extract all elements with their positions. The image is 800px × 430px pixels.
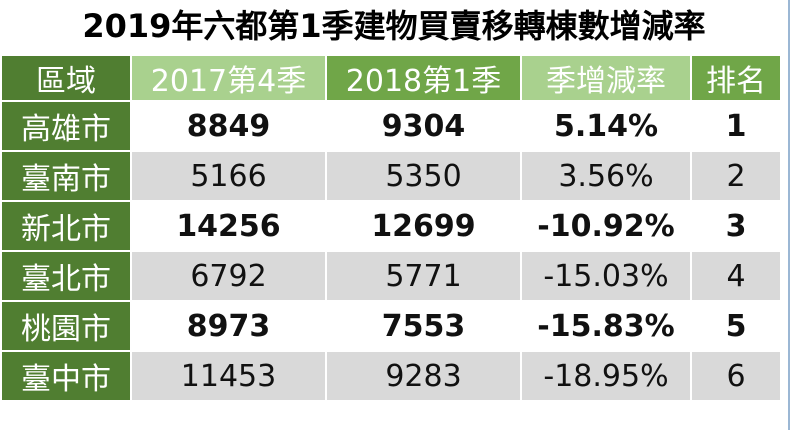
table-cell: 5771: [325, 250, 522, 302]
column-header: 2018第1季: [325, 54, 522, 102]
table-cell: 7553: [325, 300, 522, 352]
table-cell: 桃園市: [0, 300, 132, 352]
table-cell: 12699: [325, 200, 522, 252]
table-cell: -15.83%: [520, 300, 692, 352]
table-row: 高雄市 8849 9304 5.14% 1: [0, 100, 782, 152]
table-cell: 14256: [130, 200, 327, 252]
table-cell: 8973: [130, 300, 327, 352]
table-cell: 臺北市: [0, 250, 132, 302]
table-cell: 2: [690, 150, 782, 202]
title: 2019年六都第1季建物買賣移轉棟數增減率: [82, 7, 706, 45]
table-row: 新北市 14256 12699 -10.92% 3: [0, 200, 782, 252]
table-cell: 1: [690, 100, 782, 152]
table-cell: 4: [690, 250, 782, 302]
table-cell: 6: [690, 350, 782, 402]
column-header: 季增減率: [520, 54, 692, 102]
table-cell: 高雄市: [0, 100, 132, 152]
table-cell: 新北市: [0, 200, 132, 252]
table-row: 臺南市 5166 5350 3.56% 2: [0, 150, 782, 202]
table-cell: 臺中市: [0, 350, 132, 402]
table-cell: -15.03%: [520, 250, 692, 302]
table-cell: -10.92%: [520, 200, 692, 252]
table-cell: 6792: [130, 250, 327, 302]
table-cell: 5.14%: [520, 100, 692, 152]
column-header: 區域: [0, 54, 132, 102]
column-header: 2017第4季: [130, 54, 327, 102]
table-cell: 臺南市: [0, 150, 132, 202]
table-row: 桃園市 8973 7553 -15.83% 5: [0, 300, 782, 352]
table-cell: 3: [690, 200, 782, 252]
table-cell: 8849: [130, 100, 327, 152]
table-cell: -18.95%: [520, 350, 692, 402]
table-cell: 9304: [325, 100, 522, 152]
table-cell: 11453: [130, 350, 327, 402]
table-cell: 9283: [325, 350, 522, 402]
table-row: 臺北市 6792 5771 -15.03% 4: [0, 250, 782, 302]
table-cell: 5: [690, 300, 782, 352]
table-row: 臺中市 11453 9283 -18.95% 6: [0, 350, 782, 402]
table-cell: 5166: [130, 150, 327, 202]
data-table: 區域 2017第4季 2018第1季 季增減率 排名 高雄市 8849 9304 5.14% 1…: [0, 54, 782, 402]
header-row: 區域 2017第4季 2018第1季 季增減率 排名: [0, 54, 782, 102]
column-header: 排名: [690, 54, 782, 102]
table-cell: 5350: [325, 150, 522, 202]
table-cell: 3.56%: [520, 150, 692, 202]
